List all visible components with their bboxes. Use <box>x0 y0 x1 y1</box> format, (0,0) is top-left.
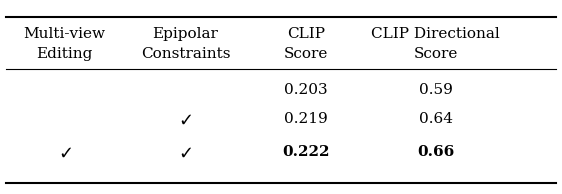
Text: 0.222: 0.222 <box>283 145 330 159</box>
Text: Constraints: Constraints <box>140 47 230 61</box>
Text: Editing: Editing <box>37 47 93 61</box>
Text: 0.66: 0.66 <box>417 145 454 159</box>
Text: CLIP Directional: CLIP Directional <box>371 27 500 41</box>
Text: 0.203: 0.203 <box>284 83 328 97</box>
Text: 0.64: 0.64 <box>419 112 452 126</box>
Text: 0.59: 0.59 <box>419 83 452 97</box>
Text: Multi-view: Multi-view <box>24 27 106 41</box>
Text: Score: Score <box>414 47 457 61</box>
Text: Epipolar: Epipolar <box>152 27 219 41</box>
Text: $\checkmark$: $\checkmark$ <box>179 143 192 161</box>
Text: Score: Score <box>284 47 328 61</box>
Text: $\checkmark$: $\checkmark$ <box>58 143 71 161</box>
Text: CLIP: CLIP <box>287 27 325 41</box>
Text: $\checkmark$: $\checkmark$ <box>179 110 192 128</box>
Text: 0.219: 0.219 <box>284 112 328 126</box>
